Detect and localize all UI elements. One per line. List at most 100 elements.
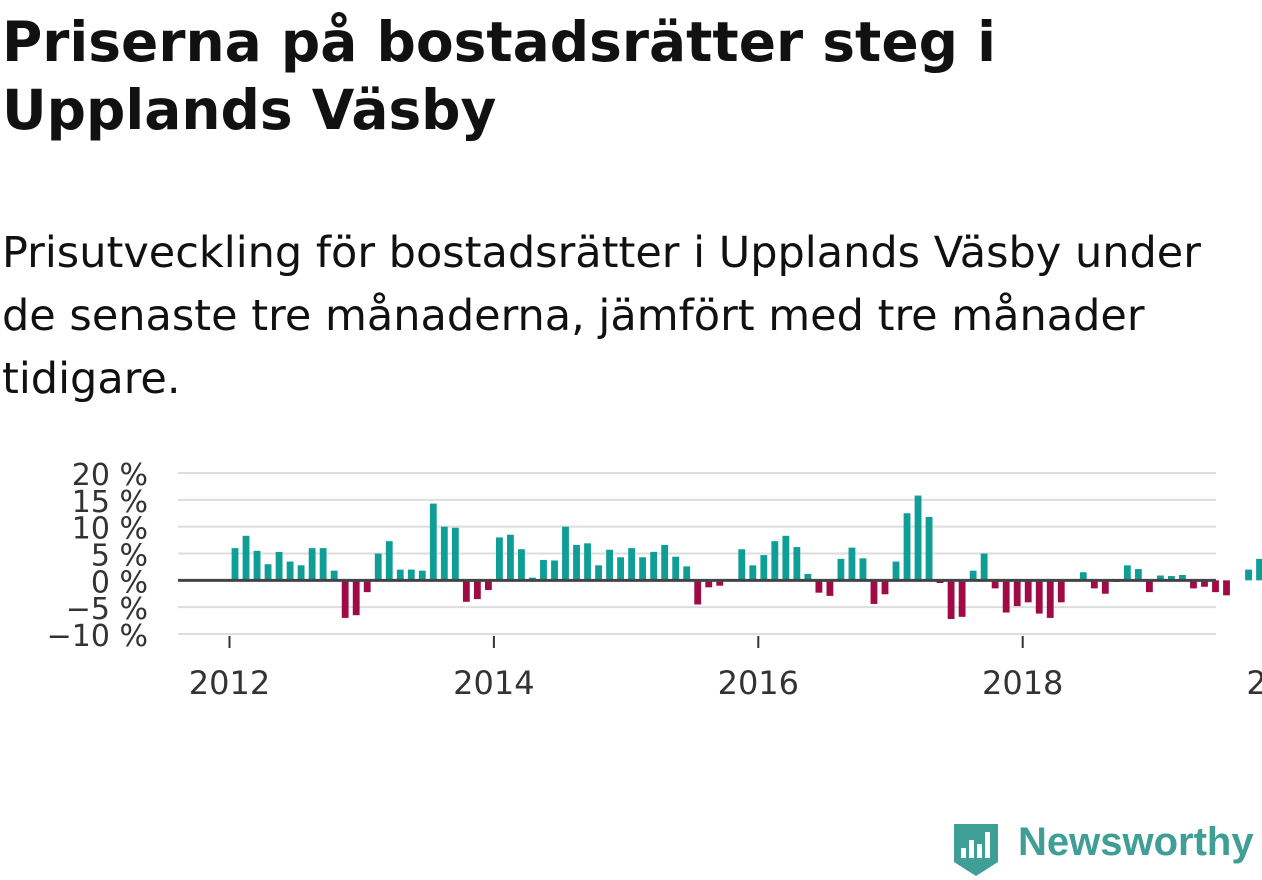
- bar: [848, 547, 856, 581]
- bar: [760, 555, 768, 581]
- bar: [694, 580, 702, 605]
- bar: [1245, 569, 1252, 581]
- bar: [584, 543, 591, 581]
- bar: [793, 547, 801, 581]
- bar: [639, 557, 647, 581]
- bar: [495, 537, 503, 581]
- bar: [1035, 580, 1043, 614]
- bar: [242, 535, 250, 581]
- bar: [1013, 580, 1021, 607]
- newsworthy-wordmark: Newsworthy: [1018, 820, 1254, 864]
- bar: [1134, 569, 1142, 581]
- bar: [1223, 580, 1230, 596]
- bar: [859, 558, 867, 581]
- bar: [385, 541, 393, 581]
- bar: [903, 513, 911, 581]
- bar: [672, 556, 680, 581]
- bar: [1190, 580, 1197, 589]
- y-tick-label: 15 %: [72, 485, 148, 520]
- bar: [914, 495, 922, 581]
- bar: [969, 570, 977, 581]
- bar: [264, 564, 272, 581]
- bar-chart: 20 %15 %10 %5 %0 %−5 %−10 % 2012 2014 2016 2…: [47, 458, 1262, 702]
- bar: [749, 565, 757, 581]
- bar: [484, 580, 492, 590]
- bar: [231, 548, 239, 581]
- x-tick-label: 2012: [189, 664, 270, 702]
- bar: [507, 534, 514, 581]
- axes: [178, 578, 1216, 648]
- bar: [958, 580, 966, 617]
- bar: [925, 517, 933, 581]
- bar: [473, 580, 481, 600]
- bar: [1179, 574, 1186, 581]
- bar: [705, 580, 713, 588]
- bar: [738, 549, 746, 581]
- bar: [396, 569, 404, 581]
- bar: [253, 550, 261, 581]
- bar: [1256, 558, 1262, 581]
- bar: [286, 561, 294, 581]
- bar: [1156, 575, 1164, 581]
- x-tick-label: 2020: [1246, 664, 1262, 702]
- bar: [374, 553, 382, 581]
- bar: [782, 535, 790, 581]
- bar: [540, 559, 547, 581]
- bar: [308, 548, 316, 581]
- chart-subtitle: Prisutveckling för bostadsrätter i Uppla…: [2, 228, 1201, 404]
- bar: [815, 580, 823, 593]
- y-tick-label: 5 %: [91, 539, 148, 574]
- bar: [573, 544, 580, 581]
- bar: [716, 580, 724, 586]
- x-tick-label: 2014: [453, 664, 534, 702]
- bar: [683, 566, 691, 581]
- bar: [1046, 580, 1054, 618]
- bar: [628, 548, 636, 581]
- bar: [1168, 576, 1175, 581]
- bar: [451, 527, 459, 581]
- grid-lines: [178, 472, 1216, 635]
- newsworthy-logo: Newsworthy: [950, 818, 1260, 880]
- chart-title: Priserna på bostadsrätter steg i Uppland…: [2, 10, 997, 142]
- bar: [562, 526, 569, 581]
- bar: [1002, 580, 1010, 613]
- bar: [341, 580, 349, 618]
- bar: [407, 569, 415, 581]
- bar: [1123, 565, 1131, 581]
- bar: [804, 573, 812, 581]
- bar: [650, 551, 658, 581]
- y-tick-label: 10 %: [72, 512, 148, 547]
- bar: [275, 551, 283, 581]
- y-tick-label: −10 %: [47, 619, 148, 654]
- bar: [1145, 580, 1153, 593]
- bar: [429, 503, 437, 581]
- bar: [870, 580, 878, 604]
- bar: [1212, 580, 1219, 593]
- bar: [551, 560, 558, 581]
- x-tick-label: 2016: [718, 664, 799, 702]
- bar: [837, 558, 845, 581]
- bar: [947, 580, 955, 619]
- bar: [297, 565, 305, 581]
- y-tick-label: 20 %: [72, 458, 148, 493]
- bar: [991, 580, 999, 589]
- bar-series: [231, 495, 1262, 619]
- bar: [330, 570, 338, 581]
- y-tick-label: 0 %: [91, 565, 148, 600]
- bar: [1101, 580, 1109, 594]
- x-tick-label: 2018: [982, 664, 1063, 702]
- bar: [606, 549, 613, 581]
- bar: [980, 553, 988, 581]
- bar: [352, 580, 360, 616]
- bar: [892, 561, 900, 581]
- bar: [661, 544, 669, 581]
- bar: [418, 570, 426, 581]
- bar: [826, 580, 834, 596]
- bar: [1201, 580, 1208, 587]
- bar: [595, 565, 602, 581]
- bar: [518, 549, 525, 581]
- bar: [363, 580, 371, 593]
- bar: [1024, 580, 1032, 603]
- bar: [440, 526, 448, 581]
- bar: [1079, 572, 1087, 581]
